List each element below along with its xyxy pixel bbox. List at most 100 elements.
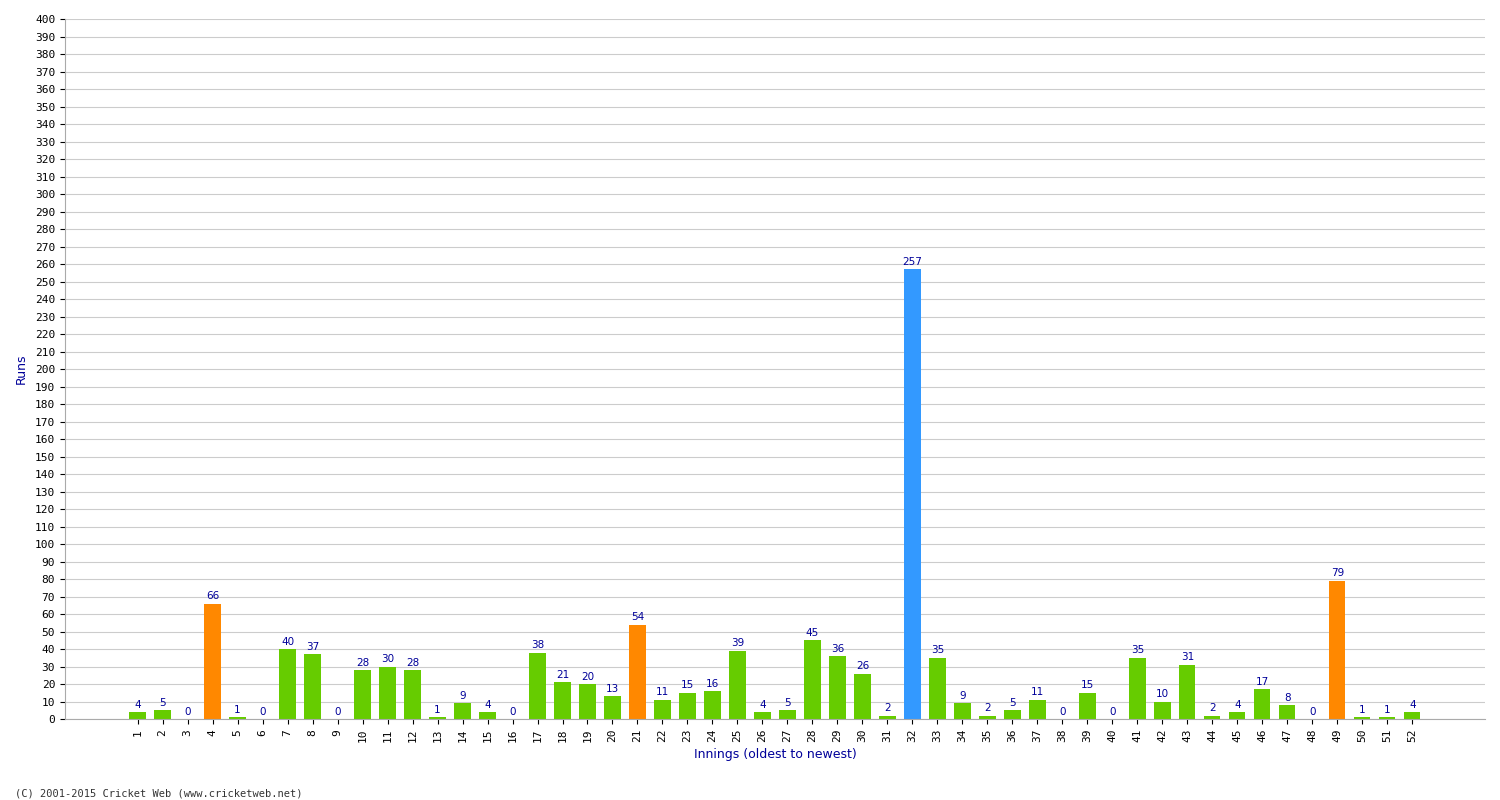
- Bar: [1404, 712, 1420, 719]
- Bar: [579, 684, 596, 719]
- Text: 4: 4: [135, 699, 141, 710]
- Text: 21: 21: [556, 670, 568, 680]
- Text: 4: 4: [1408, 699, 1416, 710]
- Bar: [454, 703, 471, 719]
- Text: 40: 40: [280, 637, 294, 646]
- Bar: [630, 625, 645, 719]
- Bar: [1029, 700, 1045, 719]
- Bar: [930, 658, 945, 719]
- Text: 10: 10: [1156, 689, 1168, 699]
- Text: 2: 2: [1209, 703, 1215, 713]
- Bar: [830, 656, 846, 719]
- Text: 0: 0: [184, 706, 190, 717]
- Bar: [1179, 665, 1196, 719]
- Text: 15: 15: [1082, 680, 1094, 690]
- Bar: [380, 666, 396, 719]
- Text: 8: 8: [1284, 693, 1290, 702]
- Text: 45: 45: [806, 628, 819, 638]
- Text: 37: 37: [306, 642, 320, 652]
- Text: 9: 9: [459, 691, 466, 701]
- Text: 2: 2: [984, 703, 990, 713]
- Bar: [230, 718, 246, 719]
- Text: 15: 15: [681, 680, 694, 690]
- Bar: [980, 716, 996, 719]
- Text: 9: 9: [958, 691, 966, 701]
- Bar: [904, 270, 921, 719]
- Text: 28: 28: [406, 658, 418, 667]
- Text: 31: 31: [1180, 652, 1194, 662]
- Bar: [1228, 712, 1245, 719]
- Text: 16: 16: [706, 678, 718, 689]
- Text: 4: 4: [1234, 699, 1240, 710]
- Text: 30: 30: [381, 654, 394, 664]
- Text: 4: 4: [759, 699, 766, 710]
- Bar: [1130, 658, 1146, 719]
- Bar: [129, 712, 146, 719]
- Bar: [154, 710, 171, 719]
- Bar: [405, 670, 420, 719]
- Text: 257: 257: [903, 257, 922, 266]
- Text: 39: 39: [730, 638, 744, 648]
- Text: 11: 11: [1030, 687, 1044, 698]
- Bar: [1280, 706, 1296, 719]
- Text: 11: 11: [656, 687, 669, 698]
- Bar: [855, 674, 870, 719]
- Bar: [680, 693, 696, 719]
- Bar: [780, 710, 795, 719]
- Text: 35: 35: [932, 646, 944, 655]
- Text: 20: 20: [580, 671, 594, 682]
- Text: 66: 66: [206, 591, 219, 601]
- Bar: [354, 670, 370, 719]
- X-axis label: Innings (oldest to newest): Innings (oldest to newest): [693, 748, 856, 761]
- Bar: [654, 700, 670, 719]
- Bar: [604, 697, 621, 719]
- Bar: [954, 703, 970, 719]
- Text: 5: 5: [1010, 698, 1016, 708]
- Y-axis label: Runs: Runs: [15, 354, 28, 384]
- Bar: [754, 712, 771, 719]
- Bar: [204, 604, 220, 719]
- Bar: [1329, 581, 1346, 719]
- Text: 17: 17: [1256, 677, 1269, 687]
- Text: 0: 0: [334, 706, 340, 717]
- Text: 2: 2: [884, 703, 891, 713]
- Bar: [429, 718, 445, 719]
- Bar: [804, 641, 820, 719]
- Text: 4: 4: [484, 699, 490, 710]
- Text: 1: 1: [1359, 705, 1365, 715]
- Bar: [1354, 718, 1371, 719]
- Bar: [879, 716, 896, 719]
- Text: 0: 0: [1108, 706, 1116, 717]
- Text: 13: 13: [606, 684, 619, 694]
- Text: 35: 35: [1131, 646, 1144, 655]
- Bar: [1204, 716, 1221, 719]
- Bar: [1378, 718, 1395, 719]
- Bar: [480, 712, 495, 719]
- Bar: [304, 654, 321, 719]
- Bar: [1080, 693, 1095, 719]
- Bar: [555, 682, 570, 719]
- Text: 0: 0: [260, 706, 266, 717]
- Text: 1: 1: [433, 705, 441, 715]
- Text: 1: 1: [234, 705, 242, 715]
- Text: 5: 5: [784, 698, 790, 708]
- Text: 38: 38: [531, 640, 544, 650]
- Text: 5: 5: [159, 698, 166, 708]
- Text: 1: 1: [1384, 705, 1390, 715]
- Text: 54: 54: [632, 612, 644, 622]
- Bar: [729, 651, 746, 719]
- Bar: [279, 650, 296, 719]
- Text: 79: 79: [1330, 568, 1344, 578]
- Text: 26: 26: [856, 661, 868, 671]
- Text: 28: 28: [356, 658, 369, 667]
- Text: (C) 2001-2015 Cricket Web (www.cricketweb.net): (C) 2001-2015 Cricket Web (www.cricketwe…: [15, 788, 303, 798]
- Text: 0: 0: [1059, 706, 1065, 717]
- Bar: [530, 653, 546, 719]
- Text: 0: 0: [1310, 706, 1316, 717]
- Text: 0: 0: [510, 706, 516, 717]
- Bar: [705, 691, 720, 719]
- Bar: [1254, 690, 1270, 719]
- Bar: [1005, 710, 1020, 719]
- Text: 36: 36: [831, 643, 844, 654]
- Bar: [1155, 702, 1170, 719]
